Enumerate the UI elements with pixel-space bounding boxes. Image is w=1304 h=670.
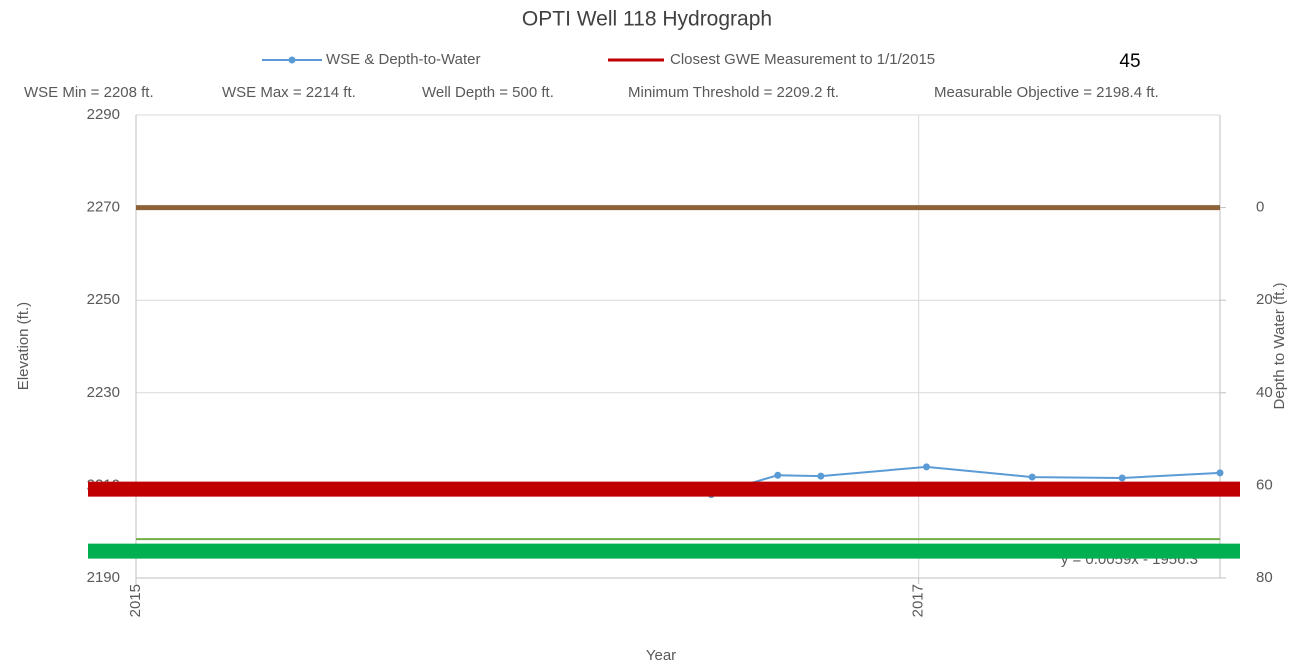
x-axis-label: Year: [646, 647, 676, 664]
data-point: [922, 463, 930, 471]
y2-tick-label: 0: [1256, 199, 1264, 216]
legend-label: Closest GWE Measurement to 1/1/2015: [670, 51, 935, 68]
stat-text: Measurable Objective = 2198.4 ft.: [934, 84, 1159, 101]
stat-text: WSE Max = 2214 ft.: [222, 84, 356, 101]
y-tick-label: 2250: [87, 291, 120, 308]
legend-label: WSE & Depth-to-Water: [326, 51, 480, 68]
corner-text: 45: [1119, 51, 1140, 72]
legend-marker: [288, 56, 296, 64]
y-axis-label: Elevation (ft.): [15, 302, 32, 390]
y-tick-label: 2270: [87, 199, 120, 216]
y2-tick-label: 20: [1256, 291, 1273, 308]
stat-text: WSE Min = 2208 ft.: [24, 84, 154, 101]
y-tick-label: 2190: [87, 569, 120, 586]
y2-tick-label: 80: [1256, 569, 1273, 586]
x-tick-label: 2017: [910, 584, 927, 617]
data-point: [1216, 469, 1224, 477]
y2-tick-label: 40: [1256, 384, 1273, 401]
y2-tick-label: 60: [1256, 476, 1273, 493]
y-tick-label: 2290: [87, 106, 120, 123]
data-point: [1118, 474, 1126, 482]
data-point: [817, 472, 825, 480]
stat-text: Well Depth = 500 ft.: [422, 84, 554, 101]
x-tick-label: 2015: [127, 584, 144, 617]
data-point: [774, 471, 782, 479]
stat-text: Minimum Threshold = 2209.2 ft.: [628, 84, 839, 101]
chart-title: OPTI Well 118 Hydrograph: [522, 8, 772, 31]
data-point: [1028, 473, 1036, 481]
y2-axis-label: Depth to Water (ft.): [1271, 283, 1288, 410]
y-tick-label: 2230: [87, 384, 120, 401]
